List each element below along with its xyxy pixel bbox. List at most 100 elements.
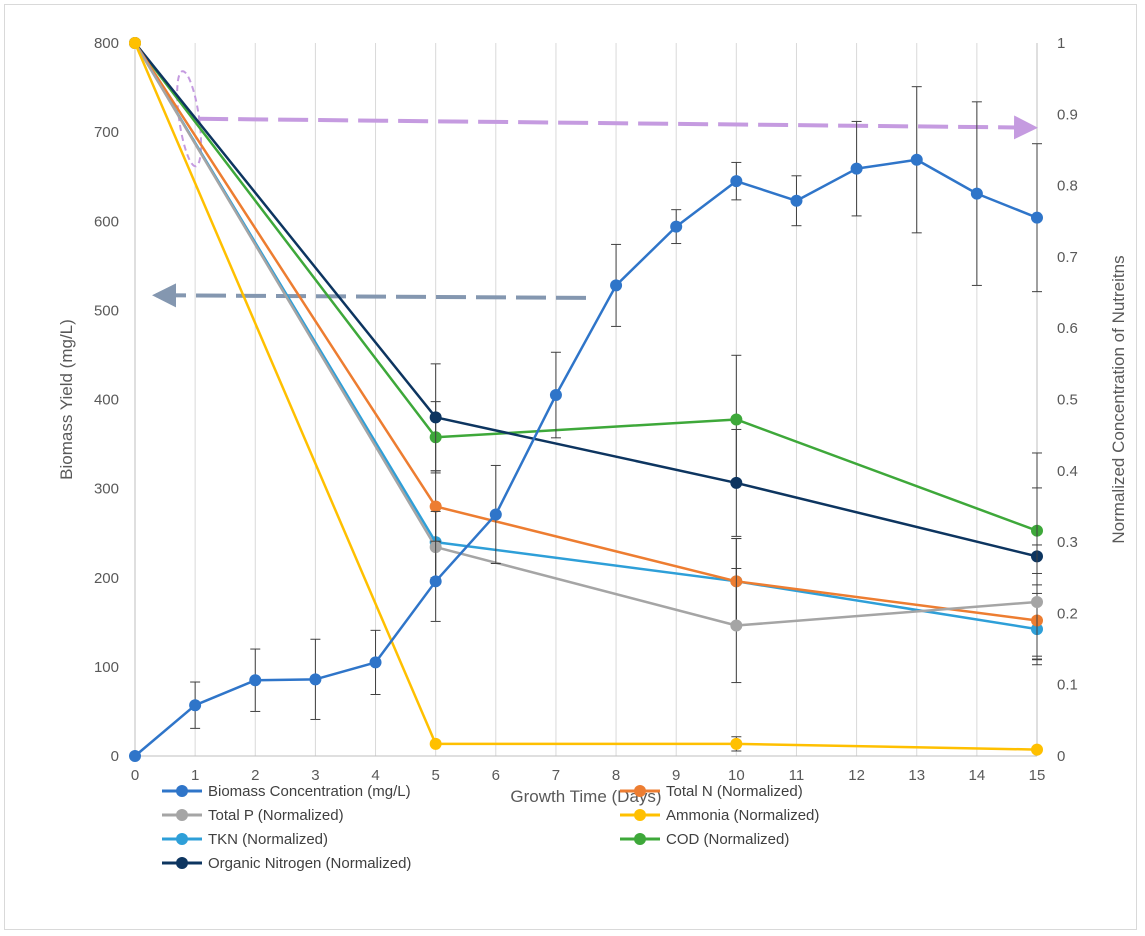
legend-swatch-marker xyxy=(176,809,188,821)
left-y-axis-title: Biomass Yield (mg/L) xyxy=(57,319,76,480)
data-point xyxy=(369,656,382,669)
vertical-gridlines xyxy=(194,43,1038,756)
legend-item: Biomass Concentration (mg/L) xyxy=(162,783,411,800)
legend-label: Organic Nitrogen (Normalized) xyxy=(208,855,411,872)
right-y-tick-label: 0.8 xyxy=(1057,178,1078,195)
legend-swatch-marker xyxy=(176,785,188,797)
left-y-tick-label: 300 xyxy=(94,481,119,498)
x-tick-label: 7 xyxy=(552,767,560,784)
data-point xyxy=(429,737,442,750)
data-point xyxy=(549,389,562,402)
left-y-tick-label: 600 xyxy=(94,213,119,230)
x-tick-label: 10 xyxy=(728,767,745,784)
right-y-tick-label: 0 xyxy=(1057,748,1065,765)
left-y-tick-label: 100 xyxy=(94,659,119,676)
data-point xyxy=(189,699,202,712)
legend-label: Ammonia (Normalized) xyxy=(666,807,819,824)
data-point xyxy=(429,411,442,424)
data-point xyxy=(1031,595,1043,608)
right-y-tick-label: 0.5 xyxy=(1057,392,1078,409)
x-tick-label: 12 xyxy=(848,767,865,784)
x-tick-label: 13 xyxy=(908,767,925,784)
right-y-tick-label: 0.9 xyxy=(1057,106,1078,123)
data-point xyxy=(129,37,141,49)
right-y-tick-label: 0.7 xyxy=(1057,249,1078,266)
legend-swatch-marker xyxy=(634,785,646,797)
right-y-tick-label: 0.2 xyxy=(1057,605,1078,622)
legend-label: Total P (Normalized) xyxy=(208,807,344,824)
series-line xyxy=(134,158,1038,757)
data-point xyxy=(730,413,743,426)
legend-swatch-marker xyxy=(634,833,646,845)
data-point xyxy=(850,162,863,175)
x-tick-label: 1 xyxy=(191,767,199,784)
left-y-tick-label: 400 xyxy=(94,392,119,409)
right-y-axis-title: Normalized Concentration of Nutreitns xyxy=(1109,255,1128,543)
right-y-tick-label: 0.6 xyxy=(1057,320,1078,337)
x-tick-label: 5 xyxy=(431,767,439,784)
data-point xyxy=(429,575,442,588)
legend-swatch-marker xyxy=(634,809,646,821)
legend-swatch-marker xyxy=(176,857,188,869)
annotations xyxy=(152,70,1038,308)
x-tick-label: 6 xyxy=(492,767,500,784)
x-tick-label: 3 xyxy=(311,767,319,784)
series-cod-normalized xyxy=(129,37,1043,574)
data-point xyxy=(1031,211,1043,224)
x-tick-label: 8 xyxy=(612,767,620,784)
left-y-tick-label: 500 xyxy=(94,302,119,319)
x-tick-label: 14 xyxy=(969,767,986,784)
data-point xyxy=(670,220,683,233)
data-point xyxy=(730,619,743,632)
right-y-tick-label: 0.1 xyxy=(1057,677,1078,694)
series-ammonia-normalized xyxy=(129,37,1043,756)
legend-item: Total N (Normalized) xyxy=(620,783,803,800)
series-line xyxy=(134,42,1038,532)
chart-frame xyxy=(4,4,1137,930)
left-y-tick-label: 200 xyxy=(94,570,119,587)
axes xyxy=(134,43,1038,757)
x-tick-label: 15 xyxy=(1029,767,1046,784)
data-point xyxy=(249,674,262,687)
data-point xyxy=(790,194,803,207)
series-line xyxy=(133,42,1038,631)
right-y-tick-label: 1 xyxy=(1057,35,1065,52)
legend-swatch-marker xyxy=(176,833,188,845)
legend-item: Ammonia (Normalized) xyxy=(620,807,819,824)
x-tick-label: 2 xyxy=(251,767,259,784)
legend-label: Total N (Normalized) xyxy=(666,783,803,800)
legend-label: COD (Normalized) xyxy=(666,831,789,848)
legend-item: Total P (Normalized) xyxy=(162,807,344,824)
data-point xyxy=(970,187,983,200)
left-y-tick-label: 800 xyxy=(94,35,119,52)
data-point xyxy=(429,500,442,513)
left-y-axis-ticks: 0 100 200 300 400 500 600 700 800 xyxy=(94,35,119,765)
data-point xyxy=(489,508,502,521)
x-tick-label: 4 xyxy=(371,767,379,784)
legend-item: COD (Normalized) xyxy=(620,831,789,848)
left-axis-dashed-arrow xyxy=(152,283,587,308)
legend-label: Biomass Concentration (mg/L) xyxy=(208,783,411,800)
series-layer xyxy=(129,37,1043,762)
series-line xyxy=(133,42,1038,622)
right-y-axis-ticks: 0 0.1 0.2 0.3 0.4 0.5 0.6 0.7 0.8 0.9 1 xyxy=(1057,35,1078,765)
left-y-tick-label: 0 xyxy=(111,748,119,765)
series-biomass-concentration-mg-l xyxy=(129,86,1043,762)
series-line xyxy=(133,42,1038,751)
data-point xyxy=(129,750,141,762)
data-point xyxy=(910,153,923,166)
data-point xyxy=(1031,743,1043,756)
left-y-tick-label: 700 xyxy=(94,124,119,141)
data-point xyxy=(309,673,322,686)
right-y-tick-label: 0.3 xyxy=(1057,534,1078,551)
right-axis-dashed-arrow xyxy=(198,115,1038,140)
data-point xyxy=(610,279,623,292)
data-point xyxy=(730,476,743,489)
legend-item: TKN (Normalized) xyxy=(162,831,328,848)
x-tick-label: 9 xyxy=(672,767,680,784)
data-point xyxy=(730,737,743,750)
right-y-tick-label: 0.4 xyxy=(1057,463,1078,480)
series-total-p-normalized xyxy=(129,37,1043,684)
x-axis-ticks: 0 1 2 3 4 5 6 7 8 9 10 11 12 13 14 15 xyxy=(131,767,1046,784)
